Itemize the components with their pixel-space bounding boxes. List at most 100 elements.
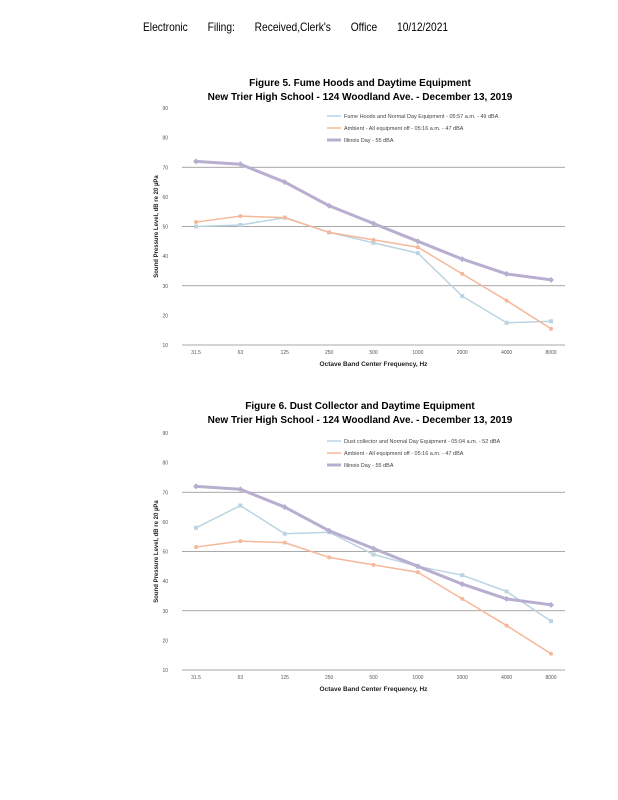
chart1-xtick-label: 250 <box>325 350 334 356</box>
chart2-ytick-label: 60 <box>162 520 168 526</box>
chart1-subtitle: New Trier High School - 124 Woodland Ave… <box>207 92 513 103</box>
chart2-data-point <box>415 570 420 575</box>
chart2-legend-label: Dust collector and Normal Day Equipment … <box>344 439 501 445</box>
chart1-data-point <box>281 179 288 186</box>
chart1-data-point <box>194 220 198 225</box>
chart2-title-block: Figure 6. Dust Collector and Daytime Equ… <box>150 400 570 428</box>
chart1-ytick-label: 90 <box>162 106 168 112</box>
chart2-title: Figure 6. Dust Collector and Daytime Equ… <box>245 401 475 412</box>
chart2-xtick-label: 8000 <box>545 675 556 681</box>
header-word-office: Office <box>350 20 378 34</box>
chart1-y-axis-title: Sound Pressure Level, dB re 20 µPa <box>154 175 160 278</box>
chart1-data-point <box>415 251 420 256</box>
chart2-xtick-label: 250 <box>325 675 334 681</box>
chart2-xtick-label: 1000 <box>412 675 423 681</box>
chart2-data-point <box>282 531 287 536</box>
chart1-data-point <box>460 271 465 276</box>
chart1-ytick-label: 70 <box>162 165 168 171</box>
chart2-data-point <box>371 552 376 557</box>
chart2-ytick-label: 80 <box>162 461 168 467</box>
chart1-data-point <box>459 256 466 263</box>
chart1-ytick-label: 10 <box>162 343 168 349</box>
chart2-data-point <box>238 503 243 508</box>
chart2-data-point <box>549 619 553 624</box>
chart1-svg: 10 20 30 40 50 60 70 80 90 31.5 63 125 250 500 1000 200… <box>154 106 565 368</box>
chart2-data-point <box>414 563 421 570</box>
chart1-ytick-label: 60 <box>162 195 168 201</box>
chart2-data-point <box>238 539 243 544</box>
chart1-data-point <box>460 294 465 299</box>
chart2-xtick-label: 63 <box>238 675 244 681</box>
chart1-ytick-label: 20 <box>162 313 168 319</box>
chart2-ytick-label: 30 <box>162 609 168 615</box>
chart2-data-point <box>504 623 509 628</box>
chart2-svg: 10 20 30 40 50 60 70 80 90 31.5 63 125 250 500 1000 200… <box>154 431 565 693</box>
chart1-legend-label: Illinois Day - 55 dBA <box>344 138 394 144</box>
chart2-legend-label: Ambient - All equipment off - 05:16 a.m.… <box>344 451 464 457</box>
chart1-data-point <box>237 161 244 168</box>
chart1-data-point <box>327 230 332 235</box>
chart1-data-point <box>548 276 554 283</box>
chart2-legend-label: Illinois Day - 55 dBA <box>344 463 394 469</box>
chart1-ytick-label: 40 <box>162 254 168 260</box>
chart1-xtick-label: 125 <box>281 350 290 356</box>
chart2-xtick-label: 4000 <box>501 675 512 681</box>
chart2-y-axis-title: Sound Pressure Level, dB re 20 µPa <box>154 500 160 603</box>
chart1-xtick-label: 2000 <box>457 350 468 356</box>
chart2-xtick-label: 31.5 <box>191 675 201 681</box>
header-word-filing: Filing: <box>207 20 235 34</box>
chart2-ytick-label: 20 <box>162 638 168 644</box>
chart1-legend-label: Ambient - All equipment off - 05:16 a.m.… <box>344 126 464 132</box>
chart1-data-point <box>194 224 198 229</box>
chart2-data-point <box>549 651 553 656</box>
chart2-xtick-label: 500 <box>369 675 378 681</box>
chart2-data-point <box>459 581 466 588</box>
chart1-xtick-label: 31.5 <box>191 350 201 356</box>
chart2-ytick-label: 10 <box>162 668 168 674</box>
chart2-data-point <box>460 596 465 601</box>
header-date: 10/12/2021 <box>397 20 449 34</box>
chart1-xtick-label: 63 <box>238 350 244 356</box>
chart2-xtick-label: 2000 <box>457 675 468 681</box>
chart2-data-point <box>281 504 288 511</box>
chart1-data-point <box>193 158 199 165</box>
chart2-data-point <box>371 562 376 567</box>
chart1-xtick-label: 500 <box>369 350 378 356</box>
chart2-data-point <box>194 525 198 530</box>
chart1-data-point <box>238 223 243 228</box>
chart1-xtick-label: 4000 <box>501 350 512 356</box>
chart2-data-point <box>326 527 333 534</box>
chart2-data-point <box>460 573 465 578</box>
chart1-xtick-label: 1000 <box>412 350 423 356</box>
chart2-data-point <box>504 589 509 594</box>
chart2-data-point <box>282 540 287 545</box>
chart1-data-point <box>282 215 287 220</box>
chart2-xtick-label: 125 <box>281 675 290 681</box>
chart1-data-point <box>504 320 509 325</box>
chart1-data-point <box>414 238 421 245</box>
chart1-data-point <box>371 237 376 242</box>
chart2-data-point <box>237 486 244 493</box>
chart1-data-point <box>326 202 333 209</box>
chart1-data-point <box>370 220 377 227</box>
chart1-data-point <box>238 214 243 219</box>
chart1-data-point <box>504 298 509 303</box>
chart1-ytick-label: 50 <box>162 225 168 231</box>
chart1-data-point <box>371 240 376 245</box>
chart1-ytick-label: 80 <box>162 136 168 142</box>
chart2-data-point <box>370 545 377 552</box>
chart2-data-point <box>327 555 332 560</box>
chart1-data-point <box>503 270 510 277</box>
chart2-subtitle: New Trier High School - 124 Woodland Ave… <box>207 415 513 426</box>
chart2-ytick-label: 50 <box>162 550 168 556</box>
chart2-ytick-label: 40 <box>162 579 168 585</box>
chart2-ytick-label: 90 <box>162 431 168 437</box>
chart1-legend-label: Fume Hoods and Normal Day Equipment - 05… <box>344 114 499 120</box>
chart1-title-block: Figure 5. Fume Hoods and Daytime Equipme… <box>150 77 570 105</box>
chart1-x-axis-title: Octave Band Center Frequency, Hz <box>320 361 429 368</box>
chart1-data-point <box>549 326 553 331</box>
chart2-data-point <box>194 545 198 550</box>
chart1-xtick-label: 8000 <box>545 350 556 356</box>
chart2-data-point <box>503 595 510 602</box>
chart1-data-point <box>415 245 420 250</box>
